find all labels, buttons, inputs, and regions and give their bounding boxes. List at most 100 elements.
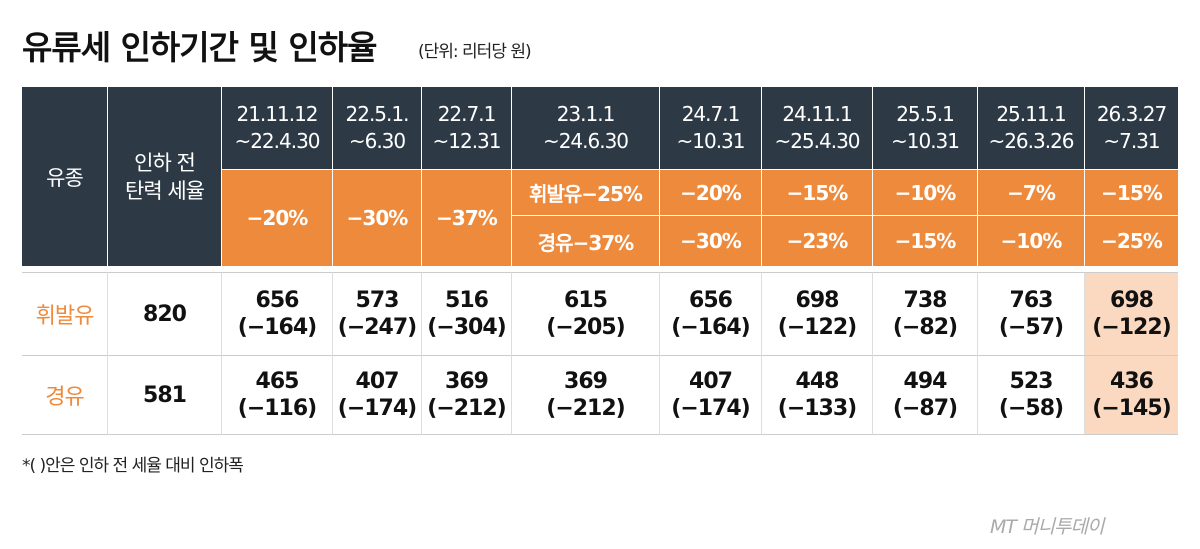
- period-line: ~7.31: [1103, 129, 1160, 153]
- period-line: 21.11.12: [236, 102, 318, 126]
- price: 656: [255, 288, 300, 313]
- price-cell: 698 (−122): [762, 272, 873, 355]
- period-header: 22.7.1 ~12.31: [422, 87, 512, 170]
- period-line: ~10.31: [676, 129, 745, 153]
- period-line: ~12.31: [432, 129, 501, 153]
- period-header: 22.5.1. ~6.30: [333, 87, 422, 170]
- period-line: 24.11.1: [782, 102, 852, 126]
- price-cell: 369 (−212): [512, 355, 660, 435]
- period-line: ~6.30: [348, 129, 406, 153]
- period-line: 22.7.1: [437, 102, 497, 126]
- unit: (단위: 리터당 원): [418, 41, 532, 62]
- rate-diesel: −15%: [873, 216, 978, 266]
- period-line: ~24.6.30: [542, 129, 629, 153]
- price: 465: [255, 369, 300, 394]
- period-line: 23.1.1: [556, 102, 616, 126]
- price-cell: 436 (−145): [1085, 355, 1178, 435]
- price-cut: (−145): [1092, 396, 1171, 421]
- price-cut: (−82): [892, 315, 958, 340]
- price-cut: (−87): [892, 396, 958, 421]
- period-line: ~10.31: [890, 129, 960, 153]
- price-cut: (−304): [427, 315, 506, 340]
- header-fuel: 유종: [22, 87, 108, 266]
- rate-diesel: −25%: [1085, 216, 1178, 266]
- price-cut: (−133): [777, 396, 857, 421]
- price-cell: 523 (−58): [978, 355, 1085, 435]
- logo: MT 머니투데이: [990, 515, 1104, 538]
- price-cell: 615 (−205): [512, 272, 660, 355]
- price: 698: [1110, 288, 1154, 313]
- price-cell: 516 (−304): [422, 272, 512, 355]
- price-cut: (−212): [427, 396, 506, 421]
- price: 369: [445, 369, 489, 394]
- rate-gasoline: −7%: [978, 170, 1085, 216]
- price-cut: (−164): [237, 315, 317, 340]
- period-line: 24.7.1: [681, 102, 741, 126]
- period-header: 25.11.1 ~26.3.26: [978, 87, 1085, 170]
- period-line: 25.5.1: [896, 102, 955, 126]
- base-rate: 581: [108, 355, 222, 435]
- price: 407: [689, 369, 733, 394]
- price: 656: [689, 288, 733, 313]
- price-cell: 494 (−87): [873, 355, 978, 435]
- price-cell: 656 (−164): [660, 272, 762, 355]
- price: 738: [903, 288, 948, 313]
- rate-gasoline: −20%: [660, 170, 762, 216]
- period-header: 23.1.1 ~24.6.30: [512, 87, 660, 170]
- price: 407: [355, 369, 400, 394]
- price: 494: [903, 369, 948, 394]
- price-cut: (−58): [998, 396, 1064, 421]
- price-cell: 407 (−174): [660, 355, 762, 435]
- price-cut: (−205): [546, 315, 625, 340]
- price-cut: (−247): [337, 315, 417, 340]
- period-header: 26.3.27 ~7.31: [1085, 87, 1178, 170]
- price: 448: [795, 369, 840, 394]
- rate: −37%: [422, 170, 512, 266]
- header-base-line: 탄력 세율: [125, 178, 205, 203]
- rate-diesel: 경유−37%: [512, 216, 660, 266]
- price-cell: 698 (−122): [1085, 272, 1178, 355]
- price: 763: [1009, 288, 1054, 313]
- price: 615: [564, 288, 608, 313]
- footnote: *( )안은 인하 전 세율 대비 인하폭: [22, 455, 244, 476]
- period-line: ~25.4.30: [774, 129, 860, 153]
- price: 436: [1110, 369, 1154, 394]
- price-cell: 369 (−212): [422, 355, 512, 435]
- period-header: 21.11.12 ~22.4.30: [222, 87, 333, 170]
- title: 유류세 인하기간 및 인하율: [22, 28, 377, 67]
- rate-diesel: −10%: [978, 216, 1085, 266]
- price-cell: 465 (−116): [222, 355, 333, 435]
- period-header: 24.7.1 ~10.31: [660, 87, 762, 170]
- price: 369: [564, 369, 608, 394]
- rate-gasoline: −15%: [762, 170, 873, 216]
- price: 698: [795, 288, 840, 313]
- price-cell: 763 (−57): [978, 272, 1085, 355]
- header-base-line: 인하 전: [134, 150, 196, 175]
- period-line: 25.11.1: [996, 102, 1066, 126]
- price-cell: 573 (−247): [333, 272, 422, 355]
- price: 573: [355, 288, 400, 313]
- period-line: ~26.3.26: [988, 129, 1074, 153]
- price: 523: [1009, 369, 1054, 394]
- period-header: 25.5.1 ~10.31: [873, 87, 978, 170]
- period-line: 26.3.27: [1096, 102, 1167, 126]
- period-line: 22.5.1.: [345, 102, 410, 126]
- rate: −30%: [333, 170, 422, 266]
- price-cell: 448 (−133): [762, 355, 873, 435]
- price-cell: 656 (−164): [222, 272, 333, 355]
- rate-gasoline: 휘발유−25%: [512, 170, 660, 216]
- base-rate: 820: [108, 272, 222, 355]
- price-cut: (−122): [777, 315, 857, 340]
- price-cell: 738 (−82): [873, 272, 978, 355]
- price-cut: (−212): [546, 396, 625, 421]
- fuel-label: 경유: [22, 355, 108, 435]
- rate-diesel: −23%: [762, 216, 873, 266]
- rate: −20%: [222, 170, 333, 266]
- fuel-label: 휘발유: [22, 272, 108, 355]
- price-cut: (−174): [337, 396, 417, 421]
- price: 516: [445, 288, 489, 313]
- rate-gasoline: −10%: [873, 170, 978, 216]
- period-line: ~22.4.30: [234, 129, 320, 153]
